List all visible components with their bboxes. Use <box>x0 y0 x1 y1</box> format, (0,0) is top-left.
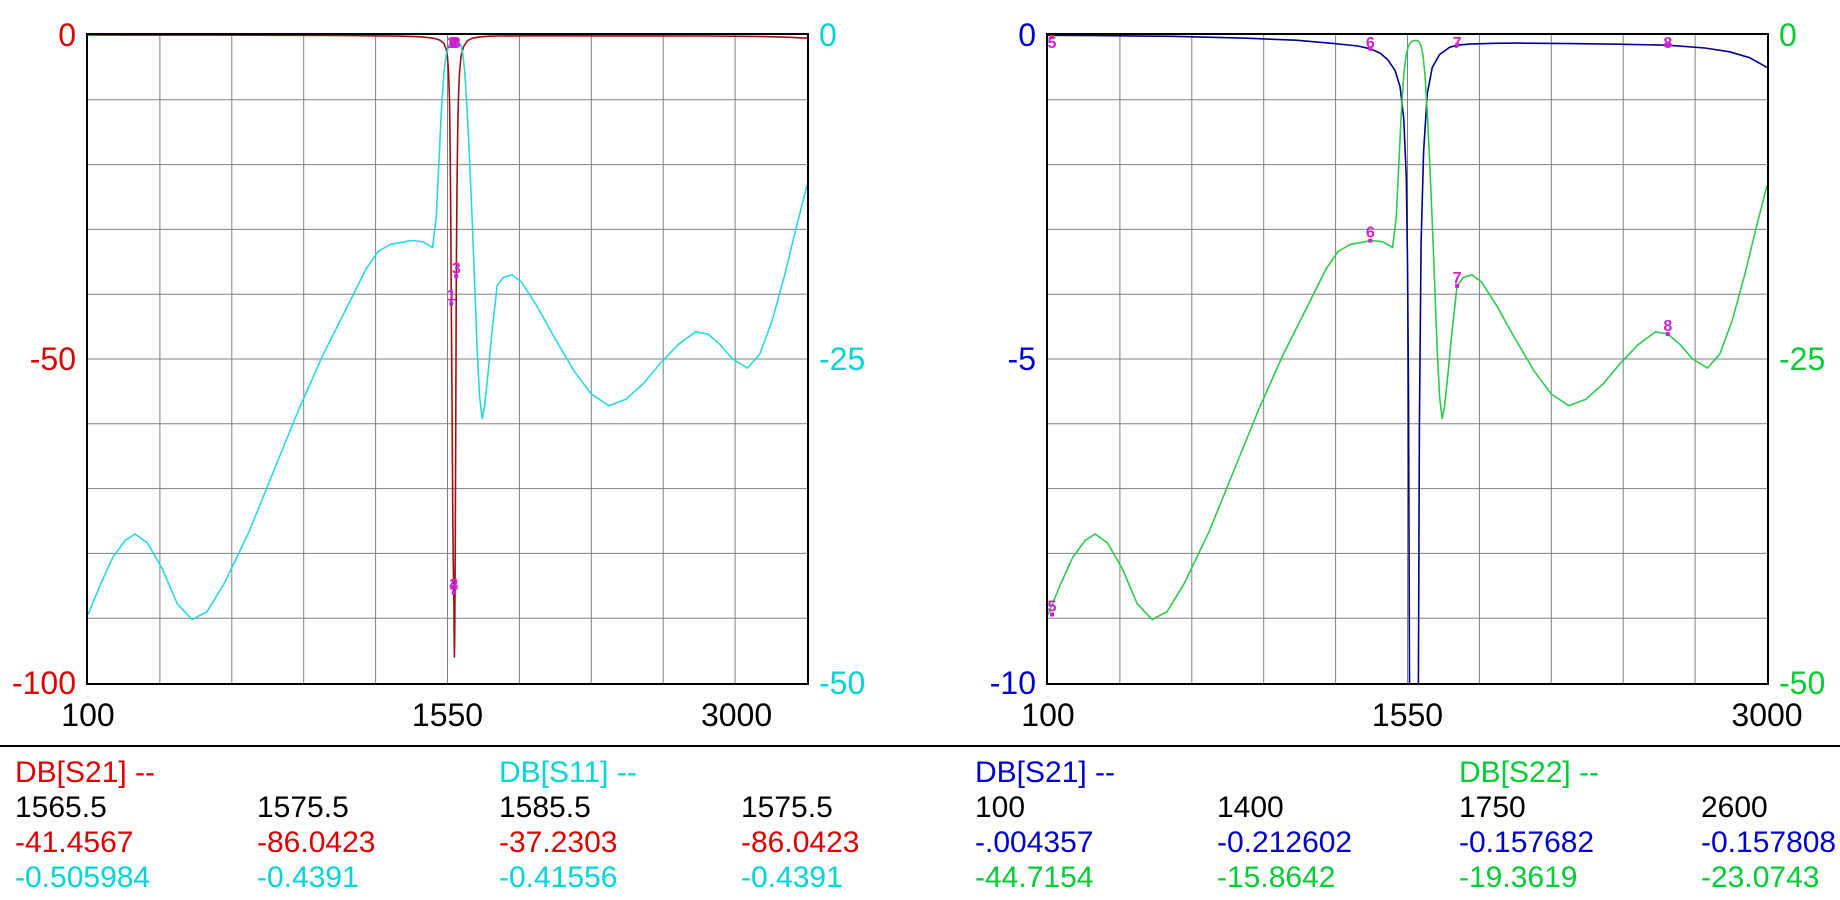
marker-label: 8 <box>1663 35 1672 52</box>
marker-value-s21: -0.157682 <box>1459 826 1595 859</box>
x-axis-tick-label: 100 <box>1021 697 1075 733</box>
marker-value-s22: -44.7154 <box>975 861 1094 894</box>
marker-label: 8 <box>1663 318 1672 335</box>
marker-value-s22: -19.3619 <box>1459 861 1578 894</box>
marker-value-s21: -0.157808 <box>1701 826 1837 859</box>
y-axis-right-tick-label: -25 <box>1779 341 1826 377</box>
marker-value-s21: -86.0423 <box>741 826 860 859</box>
y-axis-left-tick-label: -5 <box>1007 341 1036 377</box>
marker-value-s22: -23.0743 <box>1701 861 1820 894</box>
marker-label: 2 <box>449 577 458 594</box>
y-axis-right-tick-label: -25 <box>819 341 866 377</box>
marker-frequency: 100 <box>975 791 1026 824</box>
marker-frequency: 2600 <box>1701 791 1768 824</box>
marker-value-s21: -.004357 <box>975 826 1094 859</box>
trace-DB[S21] <box>1048 35 1767 683</box>
marker-frequency: 1400 <box>1217 791 1284 824</box>
marker-point <box>1050 612 1054 617</box>
marker-point <box>1050 35 1054 39</box>
y-axis-left-tick-label: 0 <box>1018 17 1036 53</box>
marker-value-s11: -0.505984 <box>15 861 151 894</box>
x-axis-tick-label: 1550 <box>411 697 484 733</box>
marker-point <box>1665 332 1670 337</box>
marker-label: 3 <box>452 260 461 277</box>
y-axis-left-tick-label: -50 <box>29 341 76 377</box>
legend-separator-line <box>0 745 1840 747</box>
marker-value-s11: -0.4391 <box>741 861 843 894</box>
marker-label: 5 <box>1048 599 1057 616</box>
marker-value-s11: -0.4391 <box>257 861 359 894</box>
x-axis-tick-label: 3000 <box>700 697 773 733</box>
x-axis-tick-label: 3000 <box>1731 697 1803 733</box>
trace-DB[S11] <box>88 39 807 621</box>
marker-value-s21: -86.0423 <box>257 826 376 859</box>
y-axis-right-tick-label: 0 <box>1779 17 1797 53</box>
marker-label: 6 <box>1366 225 1375 242</box>
legend-trace-label: DB[S22] -- <box>1459 756 1600 789</box>
trace-DB[S22] <box>1048 39 1767 621</box>
right-chart-svg: 5 5 6 6 7 7 8 8 <box>1048 35 1767 683</box>
marker-label: 2 <box>449 35 458 52</box>
marker-label: 1 <box>447 35 456 52</box>
marker-point <box>451 590 456 595</box>
marker-label: 5 <box>1048 35 1057 52</box>
marker-point <box>454 38 459 43</box>
x-axis-tick-label: 1550 <box>1371 697 1444 733</box>
trace-DB[S21] <box>88 35 807 658</box>
y-axis-right-tick-label: 0 <box>819 17 837 53</box>
marker-label: 7 <box>1453 270 1462 287</box>
marker-point <box>449 301 454 306</box>
marker-label: 7 <box>1453 35 1462 52</box>
y-axis-right-tick-label: -50 <box>819 665 866 701</box>
marker-frequency: 1585.5 <box>499 791 591 824</box>
marker-value-s11: -0.41556 <box>499 861 618 894</box>
marker-value-s21: -0.212602 <box>1217 826 1353 859</box>
marker-point <box>451 38 456 43</box>
marker-frequency: 1565.5 <box>15 791 107 824</box>
x-axis-tick-label: 100 <box>61 697 115 733</box>
marker-frequency: 1575.5 <box>257 791 349 824</box>
legend-trace-label: DB[S21] -- <box>15 756 156 789</box>
marker-frequency: 1750 <box>1459 791 1526 824</box>
marker-point <box>1368 238 1373 243</box>
y-axis-left-tick-label: -100 <box>11 665 76 701</box>
legend-trace-label: DB[S21] -- <box>975 756 1116 789</box>
right-legend: DB[S21] -- DB[S22] -- 100 1400 1750 2600… <box>975 755 1840 895</box>
marker-point <box>1455 283 1460 288</box>
marker-label: 6 <box>1366 35 1375 52</box>
marker-point <box>449 39 454 44</box>
marker-point <box>1665 43 1670 48</box>
marker-value-s21: -37.2303 <box>499 826 618 859</box>
marker-label: 3 <box>452 35 461 52</box>
left-legend: DB[S21] -- DB[S11] -- 1565.5 1575.5 1585… <box>15 755 983 895</box>
legend-trace-label: DB[S11] -- <box>499 756 637 789</box>
y-axis-left-tick-label: 0 <box>58 17 76 53</box>
marker-value-s22: -15.8642 <box>1217 861 1336 894</box>
marker-point <box>454 274 459 279</box>
marker-label: 4 <box>449 577 458 594</box>
marker-label: 1 <box>447 288 456 305</box>
right-plot-area: 5 5 6 6 7 7 8 8 <box>1046 33 1769 685</box>
y-axis-left-tick-label: -10 <box>989 665 1036 701</box>
marker-point <box>1455 43 1460 48</box>
marker-label: 4 <box>449 35 458 52</box>
y-axis-right-tick-label: -50 <box>1779 665 1826 701</box>
marker-point <box>1368 46 1373 51</box>
marker-frequency: 1575.5 <box>741 791 833 824</box>
marker-value-s21: -41.4567 <box>15 826 134 859</box>
